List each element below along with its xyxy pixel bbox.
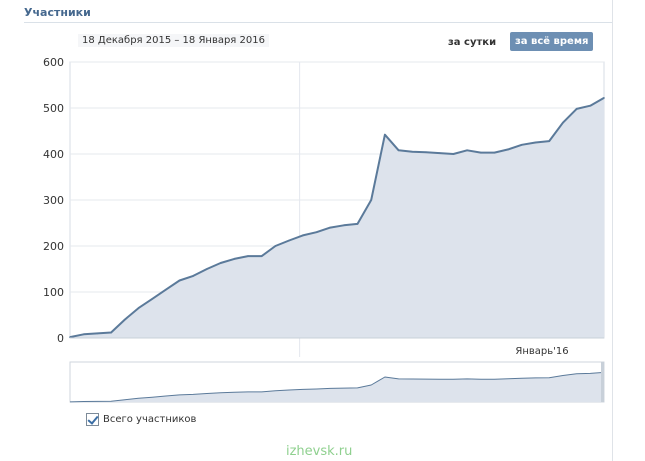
- data-point: [206, 268, 208, 270]
- data-point: [192, 275, 194, 277]
- data-point: [384, 133, 386, 136]
- panel-title: Участники: [24, 6, 91, 19]
- data-point: [356, 223, 359, 225]
- navigator-handle: [601, 362, 604, 402]
- data-point: [534, 141, 537, 144]
- data-point: [589, 104, 592, 107]
- data-point: [82, 333, 85, 336]
- data-point: [480, 151, 482, 154]
- data-point: [302, 234, 304, 237]
- data-point: [493, 151, 496, 154]
- data-point: [124, 318, 126, 321]
- legend-label: Всего участников: [103, 414, 197, 425]
- data-point: [260, 255, 263, 257]
- data-point: [397, 149, 400, 152]
- data-point: [603, 97, 605, 99]
- data-point: [466, 149, 468, 152]
- series-area: [70, 97, 604, 339]
- y-tick-label: 400: [43, 148, 64, 161]
- legend-checkbox[interactable]: [86, 413, 99, 426]
- data-point: [110, 331, 112, 334]
- data-point: [562, 121, 564, 124]
- data-point: [219, 262, 222, 264]
- members-panel: Участники 18 Декабря 2015 – 18 Января 20…: [14, 0, 613, 461]
- y-tick-label: 300: [43, 194, 64, 207]
- data-point: [370, 199, 373, 201]
- data-point: [575, 108, 578, 110]
- data-point: [137, 307, 140, 309]
- data-point: [165, 288, 167, 291]
- data-point: [452, 153, 455, 155]
- y-tick-label: 200: [43, 240, 64, 253]
- main-chart[interactable]: 0 100 200 300 400 500 600 Январь'16: [28, 52, 608, 357]
- legend: Всего участников: [86, 413, 196, 426]
- date-range[interactable]: 18 Декабря 2015 – 18 Января 2016: [78, 34, 269, 47]
- navigator-chart[interactable]: [28, 360, 608, 410]
- data-point: [438, 152, 441, 154]
- navigator-line: [69, 371, 605, 403]
- data-point: [329, 226, 332, 229]
- watermark: izhevsk.ru: [286, 444, 353, 459]
- period-daily-button[interactable]: за сутки: [448, 37, 497, 48]
- series-line: [69, 97, 605, 339]
- data-point: [548, 140, 550, 142]
- data-point: [425, 151, 427, 153]
- navigator-area: [70, 372, 604, 402]
- data-point: [507, 148, 510, 151]
- data-point: [521, 144, 523, 146]
- data-point: [151, 298, 153, 300]
- data-point: [274, 245, 277, 247]
- period-all-time-button[interactable]: за всё время: [510, 32, 594, 51]
- data-point: [96, 332, 99, 335]
- data-point: [178, 279, 181, 282]
- title-divider: [24, 22, 612, 23]
- data-point: [315, 231, 318, 233]
- data-point: [247, 255, 249, 257]
- x-tick-label: Январь'16: [515, 346, 568, 357]
- data-point: [288, 239, 290, 242]
- data-point: [343, 224, 345, 227]
- y-tick-label: 500: [43, 102, 64, 115]
- y-tick-label: 600: [43, 56, 64, 69]
- data-point: [411, 150, 414, 153]
- y-tick-label: 100: [43, 286, 64, 299]
- y-tick-label: 0: [57, 332, 64, 345]
- data-point: [233, 258, 236, 260]
